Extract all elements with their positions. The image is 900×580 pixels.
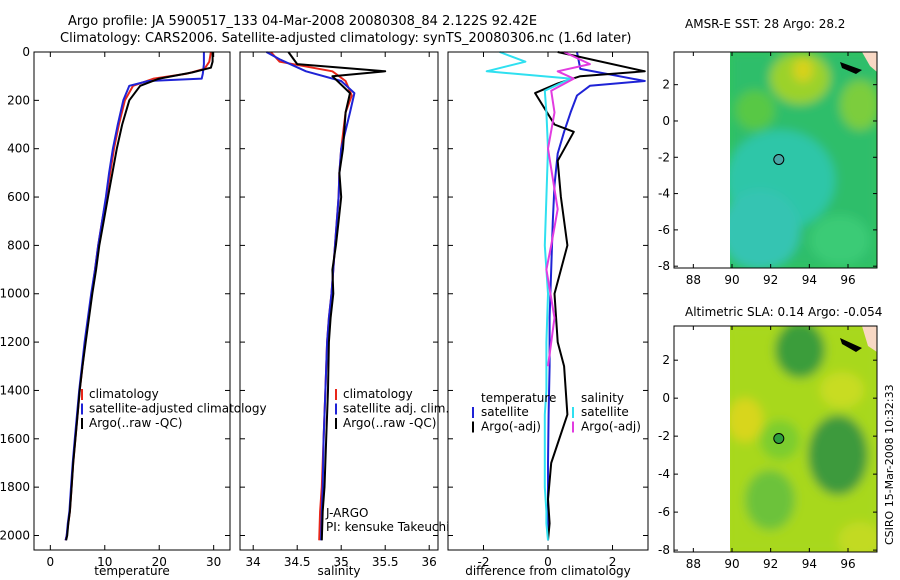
x-tick-label: 36 xyxy=(422,555,437,569)
figure-title-line2: Climatology: CARS2006. Satellite-adjuste… xyxy=(60,31,632,46)
map-y-tick-label: -4 xyxy=(658,467,670,481)
legend-entry: satellite xyxy=(481,405,529,419)
map-y-tick-label: -6 xyxy=(658,505,670,519)
x-tick-label: 35.5 xyxy=(372,555,399,569)
x-tick-label: 20 xyxy=(152,555,167,569)
y-tick-label: 1800 xyxy=(0,480,30,494)
series-line-0-0 xyxy=(64,51,212,541)
series-line-1-0 xyxy=(270,51,353,541)
map-x-tick-label: 94 xyxy=(802,273,817,287)
salinity-panel: 34 34.5 35 35.5 36 salinity climatologysatelli… xyxy=(239,51,449,578)
temperature-panel: 0 10 20 30 temperature 0 200 400 600 800 1000 1200 1… xyxy=(0,45,267,578)
y-tick-label: 200 xyxy=(7,93,30,107)
map-x-tick-label: 88 xyxy=(686,557,701,571)
x-axis-label: temperature xyxy=(94,564,169,578)
map-y-tick-label: -2 xyxy=(658,429,670,443)
sst-axis-ticks: 88 90 92 94 96 2 0 -2 -4 -6 -8 xyxy=(658,52,877,287)
annotation-line: J-ARGO xyxy=(325,506,368,520)
sla-land xyxy=(862,326,877,352)
map-y-tick-label: 2 xyxy=(662,78,670,92)
map-y-tick-label: 0 xyxy=(662,391,670,405)
legend-entry: climatology xyxy=(343,387,413,401)
x-tick-label: 2 xyxy=(609,555,617,569)
y-tick-label: 2000 xyxy=(0,528,30,542)
y-tick-label: 800 xyxy=(7,238,30,252)
legend-entry: Argo(..raw -QC) xyxy=(343,416,436,430)
side-timestamp: CSIRO 15-Mar-2008 10:32:33 xyxy=(883,384,896,545)
x-tick-label: 0 xyxy=(544,555,552,569)
series-line-0-1 xyxy=(64,52,205,541)
sla-axis-ticks: 88 90 92 94 96 2 0 -2 -4 -6 -8 xyxy=(658,326,877,571)
y-tick-label: 600 xyxy=(7,190,30,204)
map-y-tick-label: -8 xyxy=(658,543,670,557)
map-y-tick-label: 0 xyxy=(662,114,670,128)
sst-map-title: AMSR-E SST: 28 Argo: 28.2 xyxy=(685,17,845,31)
legend-heading: salinity xyxy=(581,391,624,405)
series-line-1-2 xyxy=(287,51,387,541)
sla-map-title: Altimetric SLA: 0.14 Argo: -0.054 xyxy=(685,305,882,319)
series-line-0-2 xyxy=(65,52,214,541)
x-axis-label: difference from climatology xyxy=(465,564,631,578)
y-tick-label: 1000 xyxy=(0,287,30,301)
x-tick-label: -2 xyxy=(477,555,489,569)
legend-entry: climatology xyxy=(89,387,159,401)
sla-map-frame xyxy=(673,325,878,553)
series-line-1-1 xyxy=(265,51,356,541)
map-x-tick-label: 92 xyxy=(763,273,778,287)
x-axis-label: salinity xyxy=(317,564,360,578)
x-tick-label: 35 xyxy=(334,555,349,569)
map-y-tick-label: -4 xyxy=(658,187,670,201)
x-tick-label: 30 xyxy=(206,555,221,569)
legend-entry: satellite xyxy=(581,405,629,419)
map-x-tick-label: 94 xyxy=(802,557,817,571)
x-tick-label: 10 xyxy=(97,555,112,569)
legend-heading: temperature xyxy=(481,391,556,405)
sst-coastline xyxy=(840,62,862,74)
legend-entry: satellite adj. clim. xyxy=(343,402,449,416)
map-x-tick-label: 88 xyxy=(686,273,701,287)
map-x-tick-label: 92 xyxy=(763,557,778,571)
legend-entry: Argo(..raw -QC) xyxy=(89,416,182,430)
map-y-tick-label: -2 xyxy=(658,150,670,164)
series-line-2-0 xyxy=(547,51,646,541)
map-y-tick-label: 2 xyxy=(662,353,670,367)
map-x-tick-label: 90 xyxy=(724,273,739,287)
map-y-tick-label: -6 xyxy=(658,223,670,237)
sla-map-panel: Altimetric SLA: 0.14 Argo: -0.054 88 90 92… xyxy=(658,305,882,571)
sla-coastline xyxy=(840,338,862,352)
y-tick-label: 0 xyxy=(22,45,30,59)
x-tick-label: 34.5 xyxy=(284,555,311,569)
map-x-tick-label: 96 xyxy=(840,557,855,571)
plot-frame xyxy=(239,51,439,551)
map-x-tick-label: 90 xyxy=(724,557,739,571)
y-tick-label: 400 xyxy=(7,142,30,156)
sst-map-panel: AMSR-E SST: 28 Argo: 28.2 88 90 92 94 96 2 0 -2… xyxy=(658,17,878,287)
sst-field xyxy=(730,52,877,268)
x-tick-label: 34 xyxy=(246,555,261,569)
x-tick-label: 0 xyxy=(47,555,55,569)
legend-entry: Argo(-adj) xyxy=(581,420,641,434)
figure-title-line1: Argo profile: JA 5900517_133 04-Mar-2008… xyxy=(68,14,537,29)
sst-argo-marker xyxy=(773,154,785,165)
y-tick-label: 1400 xyxy=(0,383,30,397)
y-tick-label: 1200 xyxy=(0,335,30,349)
map-y-tick-label: -8 xyxy=(658,259,670,273)
series-line-2-3 xyxy=(545,51,591,367)
sla-field xyxy=(730,326,877,552)
annotation-line: PI: kensuke Takeuchi xyxy=(326,520,449,534)
sla-argo-marker xyxy=(773,433,785,444)
y-tick-label: 1600 xyxy=(0,432,30,446)
plot-frame xyxy=(33,51,231,551)
sst-map-frame xyxy=(673,51,878,269)
legend-entry: Argo(-adj) xyxy=(481,420,541,434)
legend-entry: satellite-adjusted climatology xyxy=(89,402,267,416)
map-x-tick-label: 96 xyxy=(840,273,855,287)
sst-land xyxy=(862,52,877,72)
